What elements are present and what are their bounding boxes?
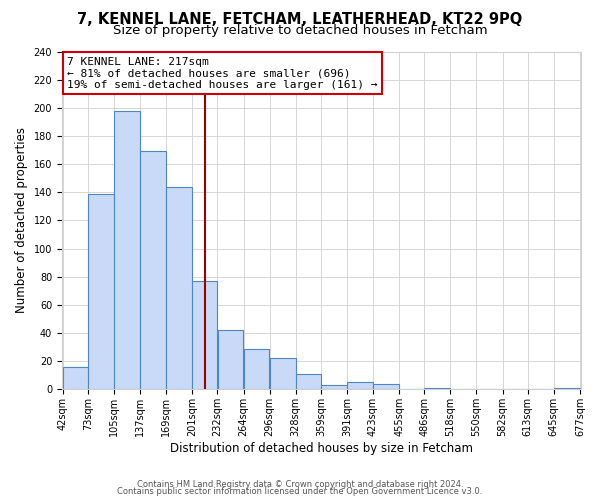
Text: Size of property relative to detached houses in Fetcham: Size of property relative to detached ho… bbox=[113, 24, 487, 37]
Bar bbox=[296, 374, 321, 390]
Text: 7 KENNEL LANE: 217sqm
← 81% of detached houses are smaller (696)
19% of semi-det: 7 KENNEL LANE: 217sqm ← 81% of detached … bbox=[67, 56, 377, 90]
Bar bbox=[424, 388, 450, 390]
Bar bbox=[554, 388, 580, 390]
Bar bbox=[193, 281, 217, 390]
Text: 7, KENNEL LANE, FETCHAM, LEATHERHEAD, KT22 9PQ: 7, KENNEL LANE, FETCHAM, LEATHERHEAD, KT… bbox=[77, 12, 523, 28]
Bar bbox=[373, 384, 399, 390]
Bar bbox=[63, 367, 88, 390]
Text: Contains HM Land Registry data © Crown copyright and database right 2024.: Contains HM Land Registry data © Crown c… bbox=[137, 480, 463, 489]
Y-axis label: Number of detached properties: Number of detached properties bbox=[15, 128, 28, 314]
Bar bbox=[88, 194, 114, 390]
Text: Contains public sector information licensed under the Open Government Licence v3: Contains public sector information licen… bbox=[118, 488, 482, 496]
Bar bbox=[218, 330, 244, 390]
Bar bbox=[270, 358, 296, 390]
Bar bbox=[347, 382, 373, 390]
Bar bbox=[140, 152, 166, 390]
Bar bbox=[166, 186, 192, 390]
Bar bbox=[114, 110, 140, 390]
Bar bbox=[244, 348, 269, 390]
Bar bbox=[321, 385, 347, 390]
X-axis label: Distribution of detached houses by size in Fetcham: Distribution of detached houses by size … bbox=[170, 442, 473, 455]
